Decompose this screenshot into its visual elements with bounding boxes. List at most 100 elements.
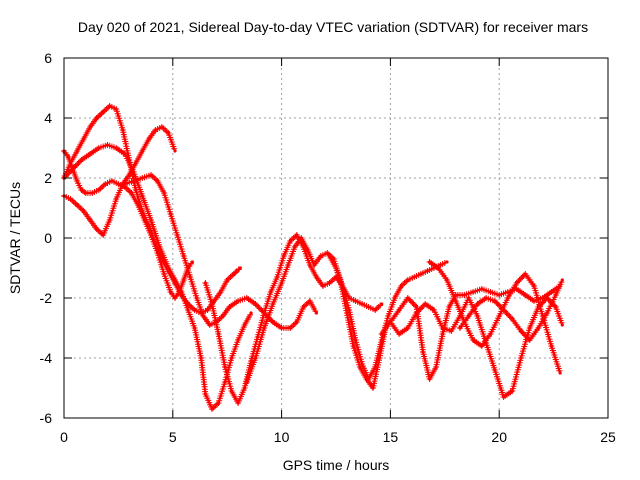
data-point	[549, 344, 554, 348]
data-point	[193, 326, 197, 330]
data-point	[288, 239, 292, 243]
x-tick-label: 10	[274, 429, 290, 445]
y-tick-label: 2	[44, 170, 52, 186]
data-point	[471, 338, 475, 342]
data-point	[216, 401, 221, 405]
data-point	[236, 338, 240, 342]
data-point	[249, 311, 253, 315]
data-point	[75, 149, 79, 153]
data-point	[280, 326, 284, 330]
data-point	[354, 338, 358, 342]
data-point	[467, 296, 471, 300]
data-point	[82, 209, 86, 213]
data-point	[132, 179, 136, 183]
data-point	[210, 407, 214, 411]
data-point	[84, 191, 88, 195]
data-point	[190, 260, 194, 264]
data-point	[116, 182, 120, 186]
data-point	[554, 305, 558, 309]
data-point	[186, 308, 190, 312]
data-point	[523, 293, 527, 297]
y-tick-label: 6	[44, 50, 52, 66]
data-point	[519, 329, 523, 333]
data-point	[253, 302, 258, 306]
data-point	[114, 146, 118, 150]
data-point	[454, 299, 458, 303]
data-point	[142, 218, 147, 222]
data-point	[445, 278, 449, 282]
data-point	[447, 305, 451, 309]
y-tick-label: -6	[40, 410, 53, 426]
data-point	[475, 302, 479, 306]
data-point	[153, 128, 157, 132]
data-point	[162, 272, 166, 276]
data-point	[347, 296, 351, 300]
data-point	[195, 296, 199, 300]
data-point	[269, 290, 273, 294]
data-point	[327, 281, 332, 285]
data-point	[203, 392, 207, 396]
data-point	[354, 299, 358, 303]
data-point	[79, 188, 83, 192]
data-point	[75, 203, 79, 207]
data-point	[558, 371, 562, 375]
series-trace	[204, 233, 383, 405]
data-point	[367, 377, 371, 381]
series-track-9	[378, 284, 562, 382]
data-point	[497, 293, 501, 297]
data-point	[295, 320, 299, 324]
data-point	[282, 254, 286, 258]
data-point	[441, 332, 445, 336]
data-point	[314, 275, 318, 279]
data-point	[327, 254, 332, 258]
data-point	[243, 386, 247, 390]
data-point	[88, 218, 92, 222]
data-point	[421, 350, 425, 354]
data-point	[182, 254, 186, 258]
data-point	[397, 308, 401, 312]
x-tick-label: 15	[383, 429, 399, 445]
series-trace	[428, 260, 562, 375]
y-tick-label: -2	[40, 290, 53, 306]
data-point	[230, 389, 234, 393]
x-tick-label: 20	[491, 429, 507, 445]
data-point	[227, 305, 231, 309]
data-point	[173, 296, 177, 300]
data-point	[216, 332, 221, 336]
data-point	[245, 380, 249, 384]
data-point	[380, 332, 384, 336]
data-point	[162, 191, 166, 195]
data-point	[156, 251, 160, 255]
data-point	[90, 191, 94, 195]
series-track-3	[61, 148, 194, 301]
data-point	[166, 266, 170, 270]
data-point	[308, 299, 312, 303]
data-point	[406, 296, 410, 300]
data-point	[129, 191, 134, 195]
data-point	[523, 272, 527, 276]
y-tick-label: 0	[44, 230, 52, 246]
data-point	[79, 158, 83, 162]
data-point	[101, 110, 105, 114]
data-point	[480, 287, 484, 291]
data-point	[532, 284, 536, 288]
data-point	[506, 296, 510, 300]
grid	[64, 58, 608, 418]
x-tick-label: 25	[600, 429, 616, 445]
data-point	[123, 182, 127, 186]
data-point	[462, 293, 466, 297]
data-point	[528, 326, 532, 330]
x-axis-label: GPS time / hours	[283, 457, 390, 473]
data-point	[467, 314, 471, 318]
data-point	[367, 305, 371, 309]
data-point	[140, 194, 144, 198]
data-point	[412, 275, 416, 279]
data-point	[223, 380, 227, 384]
data-point	[340, 284, 345, 288]
data-point	[532, 299, 536, 303]
data-point	[325, 251, 329, 255]
data-point	[114, 107, 118, 111]
data-point	[515, 281, 519, 285]
data-point	[245, 296, 249, 300]
data-point	[169, 290, 173, 294]
